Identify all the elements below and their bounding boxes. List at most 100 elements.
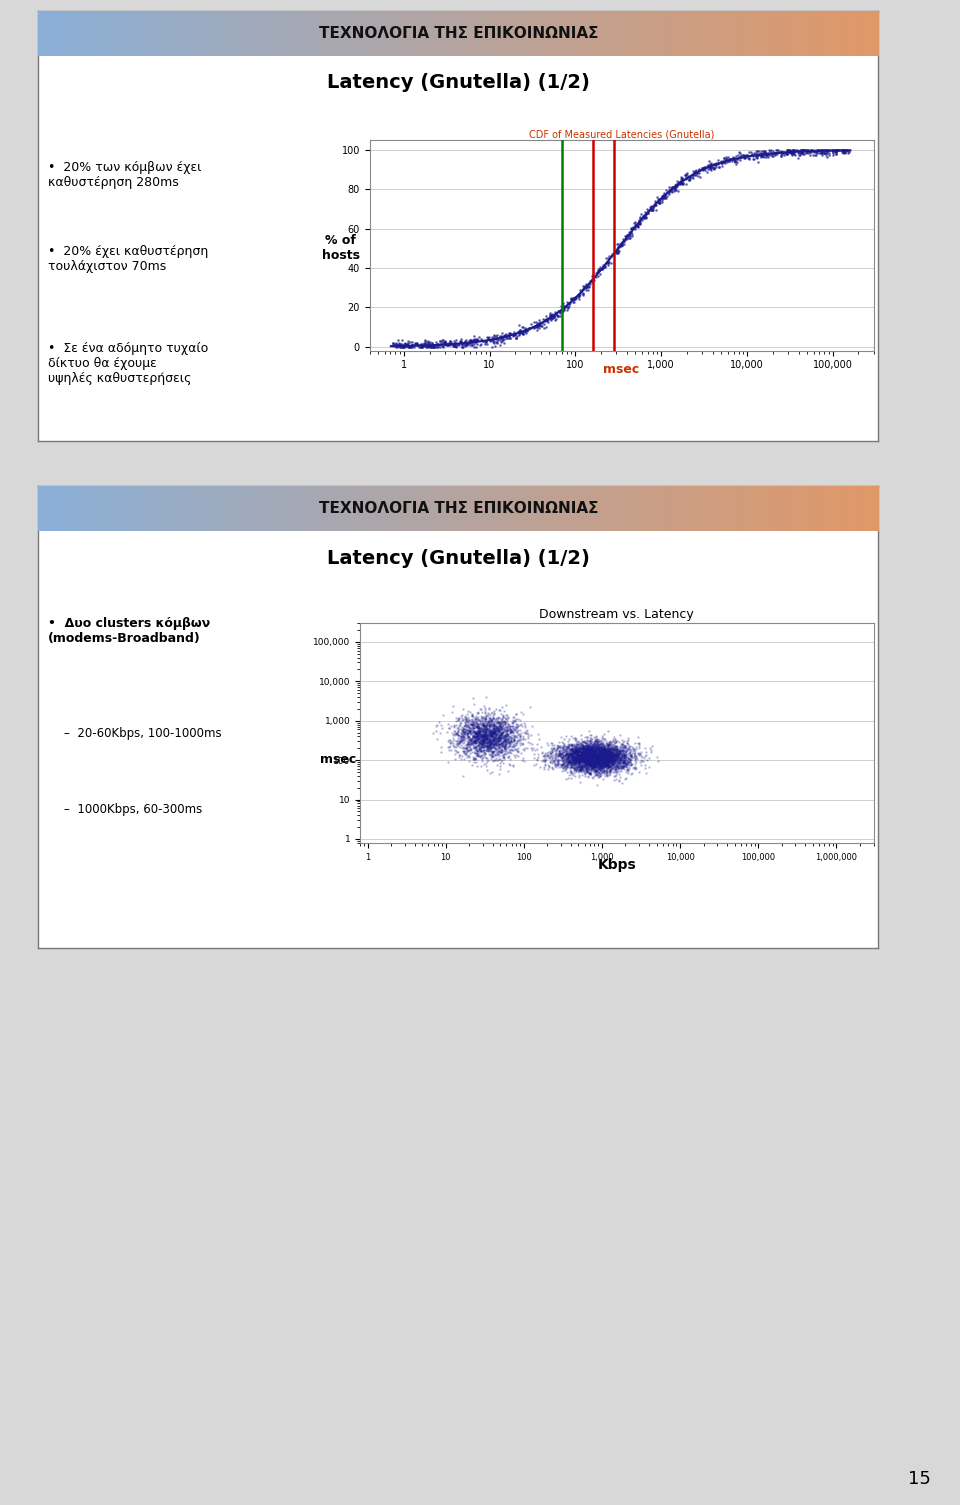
Point	[622, 226, 637, 250]
Point	[393, 331, 408, 355]
Point	[584, 746, 599, 771]
Point	[559, 749, 574, 774]
Point	[575, 277, 590, 301]
Point	[541, 745, 557, 769]
Point	[584, 742, 599, 766]
Point	[561, 748, 576, 772]
Point	[600, 756, 615, 780]
Point	[594, 736, 610, 760]
Point	[563, 752, 578, 777]
Point	[571, 743, 587, 768]
Point	[839, 138, 854, 163]
Point	[485, 743, 500, 768]
Point	[586, 739, 601, 763]
Point	[580, 751, 595, 775]
Point	[483, 722, 498, 746]
Point	[607, 763, 622, 787]
Point	[485, 730, 500, 754]
Point	[599, 746, 614, 771]
Point	[601, 759, 616, 783]
Point	[455, 725, 470, 749]
Point	[579, 737, 594, 762]
Point	[584, 746, 599, 771]
Point	[479, 736, 494, 760]
Point	[648, 193, 663, 217]
Point	[428, 330, 444, 354]
Point	[586, 745, 601, 769]
Point	[609, 736, 624, 760]
Point	[564, 287, 579, 312]
Point	[593, 748, 609, 772]
Point	[588, 751, 603, 775]
Point	[484, 722, 499, 746]
Point	[576, 740, 591, 765]
Point	[594, 751, 610, 775]
Point	[468, 725, 483, 749]
Point	[581, 733, 596, 757]
Point	[467, 728, 482, 752]
Point	[486, 740, 501, 765]
Point	[485, 328, 500, 352]
Point	[588, 743, 603, 768]
Point	[502, 716, 517, 740]
Point	[597, 754, 612, 778]
Point	[616, 749, 632, 774]
Point	[449, 715, 465, 739]
Point	[564, 743, 580, 768]
Point	[445, 734, 461, 759]
Point	[476, 722, 492, 746]
Point	[588, 743, 603, 768]
Point	[587, 743, 602, 768]
Point	[795, 141, 810, 166]
Point	[587, 748, 602, 772]
Point	[564, 736, 579, 760]
Point	[671, 170, 686, 194]
Point	[580, 739, 595, 763]
Point	[614, 728, 630, 752]
Point	[573, 759, 588, 783]
Point	[588, 762, 604, 786]
Point	[622, 223, 637, 247]
Point	[576, 759, 591, 783]
Point	[592, 759, 608, 783]
Point	[576, 746, 591, 771]
Point	[656, 187, 671, 211]
Point	[480, 736, 495, 760]
Point	[606, 745, 621, 769]
Point	[476, 728, 492, 752]
Point	[453, 721, 468, 745]
Point	[490, 716, 505, 740]
Point	[583, 749, 598, 774]
Point	[475, 718, 491, 742]
Point	[568, 754, 584, 778]
Point	[566, 743, 582, 768]
Point	[597, 743, 612, 768]
Point	[572, 745, 588, 769]
Point	[595, 746, 611, 771]
Point	[581, 751, 596, 775]
Point	[478, 330, 493, 354]
Point	[584, 746, 599, 771]
Point	[567, 757, 583, 781]
Point	[585, 740, 600, 765]
Point	[576, 745, 591, 769]
Point	[500, 725, 516, 749]
Point	[616, 757, 632, 781]
Point	[603, 749, 618, 774]
Point	[598, 752, 613, 777]
Point	[610, 743, 625, 768]
Point	[585, 754, 600, 778]
Point	[550, 751, 565, 775]
Point	[579, 739, 594, 763]
Point	[468, 724, 484, 748]
Point	[594, 734, 610, 759]
Point	[597, 748, 612, 772]
Point	[461, 731, 476, 756]
Point	[561, 290, 576, 315]
Point	[617, 743, 633, 768]
Point	[584, 743, 599, 768]
Point	[624, 745, 639, 769]
Point	[619, 745, 635, 769]
Point	[502, 322, 517, 346]
Point	[481, 719, 496, 743]
